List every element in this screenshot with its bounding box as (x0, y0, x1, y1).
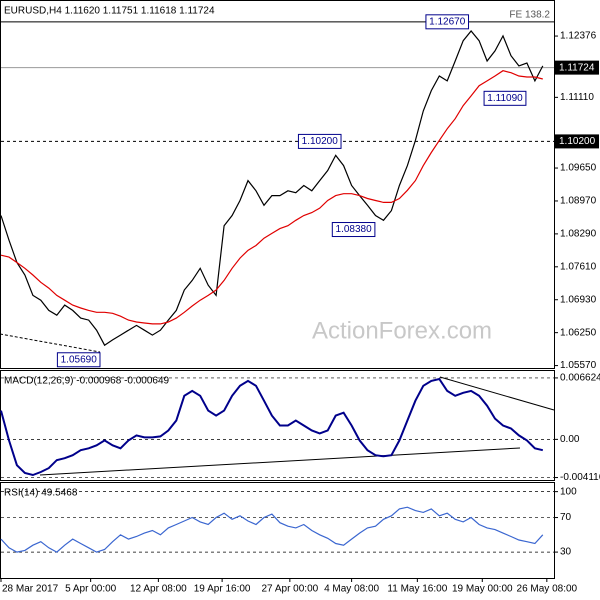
annotation-label: 1.05690 (61, 354, 98, 365)
panel-title: RSI(14) 49.5468 (4, 488, 78, 499)
rsi-panel (0, 482, 555, 579)
annotation-box (331, 222, 376, 238)
trend-line (0, 333, 101, 353)
x-tick-label: 19 Apr 16:00 (194, 584, 251, 595)
price-panel (0, 0, 555, 369)
y-tick-label: 1.07610 (560, 261, 597, 272)
y-tick-label: 30 (560, 547, 572, 558)
x-tick-label: 5 Apr 00:00 (65, 584, 117, 595)
current-price-label: 1.11724 (559, 62, 595, 73)
panel-title: MACD(12,26,9) -0.000968 -0.000649 (4, 376, 170, 387)
trend-line (439, 376, 555, 411)
series-line (0, 506, 544, 553)
annotation-label: 1.10200 (302, 136, 339, 147)
annotation-label: 1.08380 (336, 224, 373, 235)
y-tick-label: 1.08290 (560, 229, 597, 240)
annotation-label: 1.11090 (487, 93, 523, 104)
annotation-box (425, 14, 470, 30)
y-tick-label: 1.11110 (560, 92, 594, 103)
annotation-label: 1.12670 (429, 16, 466, 27)
x-tick-label: 27 Apr 00:00 (261, 584, 318, 595)
y-tick-label: 0.00 (560, 434, 580, 445)
y-tick-label: 70 (560, 512, 572, 523)
x-tick-label: 26 May 08:00 (517, 584, 578, 595)
panel-title: EURUSD,H4 1.11620 1.11751 1.11618 1.1172… (4, 6, 215, 17)
y-tick-label: 0.006624 (560, 373, 600, 384)
x-tick-label: 4 May 08:00 (324, 584, 379, 595)
y-tick-label: 1.06250 (560, 327, 597, 338)
y-tick-label: 1.12376 (560, 31, 597, 42)
x-tick-label: 11 May 16:00 (387, 584, 447, 595)
annotation-box (56, 352, 101, 368)
watermark: ActionForex.com (312, 317, 492, 344)
y-tick-label: 1.06930 (560, 294, 597, 305)
series-line (0, 70, 543, 325)
y-tick-label: 100 (560, 486, 577, 497)
x-tick-label: 19 May 00:00 (452, 584, 513, 595)
annotation-box (483, 90, 527, 106)
y-tick-label: 1.08970 (560, 196, 597, 207)
x-tick-label: 12 Apr 08:00 (130, 584, 187, 595)
price-box (555, 60, 599, 75)
level-label: FE 138.2 (509, 9, 550, 20)
trend-line (39, 447, 521, 476)
level-label: 1.10200 (559, 136, 596, 147)
y-tick-label: -0.004116 (560, 472, 600, 483)
series-line (0, 30, 544, 347)
x-tick-label: 28 Mar 2017 (2, 584, 59, 595)
macd-panel (0, 370, 555, 481)
y-tick-label: 1.05570 (560, 360, 597, 371)
level-box (555, 134, 599, 149)
y-tick-label: 1.09650 (560, 163, 597, 174)
series-line (0, 377, 544, 477)
annotation-box (297, 133, 342, 149)
